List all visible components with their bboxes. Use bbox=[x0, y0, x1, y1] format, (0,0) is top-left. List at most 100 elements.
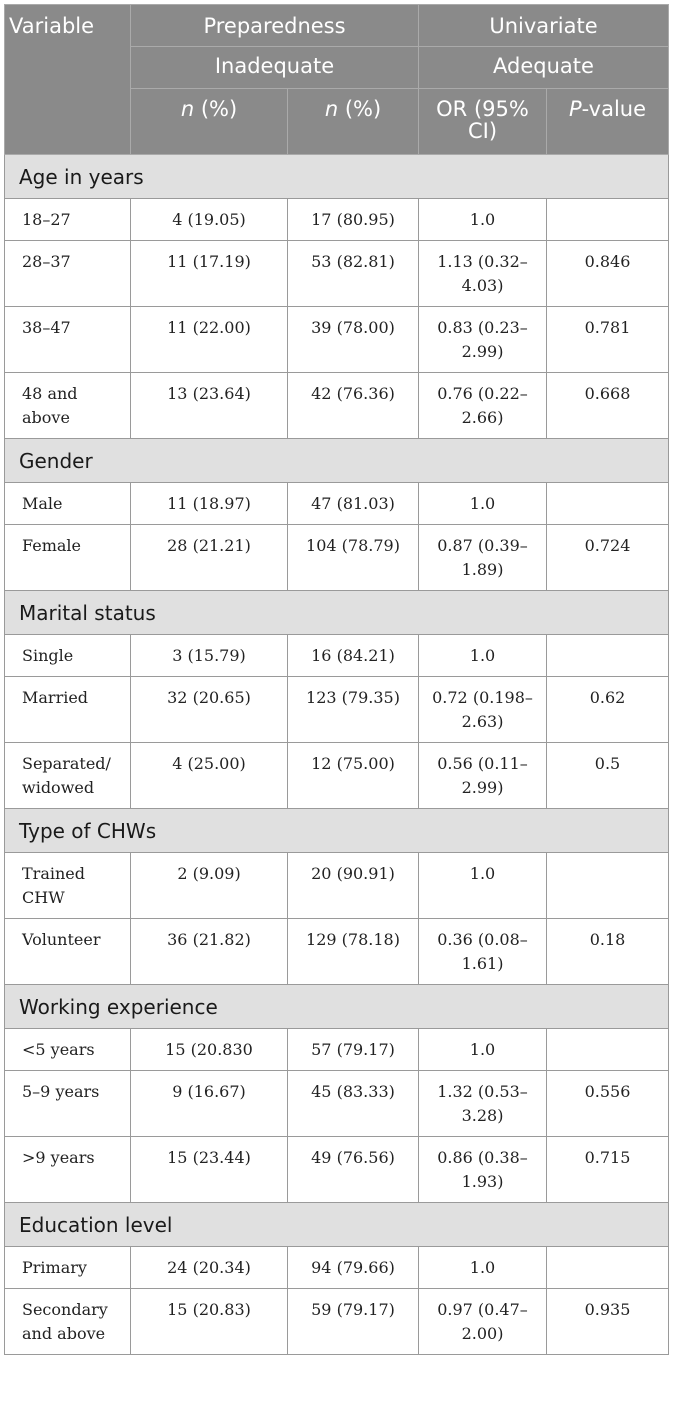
cell-inadequate: 15 (20.830 bbox=[130, 1028, 288, 1071]
cell-label: >9 years bbox=[4, 1136, 131, 1203]
cell-label: 38–47 bbox=[4, 306, 131, 373]
cell-odds-ratio: 1.32 (0.53–3.28) bbox=[418, 1070, 547, 1137]
cell-odds-ratio: 0.56 (0.11–2.99) bbox=[418, 742, 547, 809]
section-title: Age in years bbox=[4, 154, 669, 199]
cell-p-value: 0.846 bbox=[546, 240, 669, 307]
cell-label: Married bbox=[4, 676, 131, 743]
cell-p-value: 0.668 bbox=[546, 372, 669, 439]
cell-inadequate: 36 (21.82) bbox=[130, 918, 288, 985]
table-row: Trained CHW 2 (9.09) 20 (90.91) 1.0 bbox=[4, 852, 669, 919]
table-row: Single 3 (15.79) 16 (84.21) 1.0 bbox=[4, 634, 669, 677]
cell-p-value: 0.715 bbox=[546, 1136, 669, 1203]
table-row: Volunteer 36 (21.82) 129 (78.18) 0.36 (0.08… bbox=[4, 918, 669, 985]
cell-odds-ratio: 1.0 bbox=[418, 198, 547, 241]
cell-adequate: 57 (79.17) bbox=[287, 1028, 419, 1071]
cell-inadequate: 4 (19.05) bbox=[130, 198, 288, 241]
cell-inadequate: 32 (20.65) bbox=[130, 676, 288, 743]
cell-p-value bbox=[546, 852, 669, 919]
table-row: 38–47 11 (22.00) 39 (78.00) 0.83 (0.23–2.99… bbox=[4, 306, 669, 373]
cell-p-value: 0.62 bbox=[546, 676, 669, 743]
cell-p-value bbox=[546, 1028, 669, 1071]
cell-adequate: 104 (78.79) bbox=[287, 524, 419, 591]
cell-adequate: 45 (83.33) bbox=[287, 1070, 419, 1137]
cell-odds-ratio: 1.0 bbox=[418, 852, 547, 919]
cell-inadequate: 4 (25.00) bbox=[130, 742, 288, 809]
section-row: Marital status bbox=[4, 590, 669, 635]
table-row: Female 28 (21.21) 104 (78.79) 0.87 (0.39–1.… bbox=[4, 524, 669, 591]
header-percent-symbol: (%) bbox=[200, 97, 238, 121]
cell-adequate: 42 (76.36) bbox=[287, 372, 419, 439]
table-row: Male 11 (18.97) 47 (81.03) 1.0 bbox=[4, 482, 669, 525]
section-row: Age in years bbox=[4, 154, 669, 199]
cell-label: 5–9 years bbox=[4, 1070, 131, 1137]
table-row: Primary 24 (20.34) 94 (79.66) 1.0 bbox=[4, 1246, 669, 1289]
cell-odds-ratio: 0.87 (0.39–1.89) bbox=[418, 524, 547, 591]
header-or-ci: OR (95% CI) bbox=[418, 88, 547, 155]
cell-label: Primary bbox=[4, 1246, 131, 1289]
cell-inadequate: 28 (21.21) bbox=[130, 524, 288, 591]
header-n-percent-inadequate: n (%) bbox=[130, 88, 288, 155]
cell-p-value: 0.18 bbox=[546, 918, 669, 985]
section-title: Working experience bbox=[4, 984, 669, 1029]
table-row: 5–9 years 9 (16.67) 45 (83.33) 1.32 (0.53–3… bbox=[4, 1070, 669, 1137]
cell-inadequate: 11 (22.00) bbox=[130, 306, 288, 373]
section-row: Education level bbox=[4, 1202, 669, 1247]
section-title: Education level bbox=[4, 1202, 669, 1247]
cell-inadequate: 15 (20.83) bbox=[130, 1288, 288, 1355]
table-body: Age in years 18–27 4 (19.05) 17 (80.95) 1.0 2… bbox=[4, 154, 669, 1355]
table-row: >9 years 15 (23.44) 49 (76.56) 0.86 (0.38–1… bbox=[4, 1136, 669, 1203]
cell-adequate: 39 (78.00) bbox=[287, 306, 419, 373]
table-header: Variable Preparedness Univariate Inadequ… bbox=[4, 4, 669, 155]
cell-inadequate: 11 (17.19) bbox=[130, 240, 288, 307]
cell-label: 28–37 bbox=[4, 240, 131, 307]
cell-inadequate: 9 (16.67) bbox=[130, 1070, 288, 1137]
header-p-suffix: -value bbox=[581, 97, 647, 121]
section-title: Gender bbox=[4, 438, 669, 483]
section-row: Gender bbox=[4, 438, 669, 483]
header-variable: Variable bbox=[4, 4, 131, 155]
cell-adequate: 49 (76.56) bbox=[287, 1136, 419, 1203]
cell-adequate: 17 (80.95) bbox=[287, 198, 419, 241]
cell-odds-ratio: 1.0 bbox=[418, 1246, 547, 1289]
cell-adequate: 53 (82.81) bbox=[287, 240, 419, 307]
cell-label: Trained CHW bbox=[4, 852, 131, 919]
cell-adequate: 129 (78.18) bbox=[287, 918, 419, 985]
cell-p-value bbox=[546, 1246, 669, 1289]
table-row: <5 years 15 (20.830 57 (79.17) 1.0 bbox=[4, 1028, 669, 1071]
table-row: Separated/ widowed 4 (25.00) 12 (75.00) 0.5… bbox=[4, 742, 669, 809]
table-row: 18–27 4 (19.05) 17 (80.95) 1.0 bbox=[4, 198, 669, 241]
header-n-symbol: n bbox=[180, 97, 195, 121]
cell-odds-ratio: 0.76 (0.22–2.66) bbox=[418, 372, 547, 439]
cell-p-value: 0.724 bbox=[546, 524, 669, 591]
cell-odds-ratio: 0.83 (0.23–2.99) bbox=[418, 306, 547, 373]
header-percent-symbol: (%) bbox=[344, 97, 382, 121]
cell-inadequate: 2 (9.09) bbox=[130, 852, 288, 919]
cell-odds-ratio: 0.36 (0.08–1.61) bbox=[418, 918, 547, 985]
cell-label: Male bbox=[4, 482, 131, 525]
cell-label: Secondary and above bbox=[4, 1288, 131, 1355]
cell-adequate: 20 (90.91) bbox=[287, 852, 419, 919]
cell-adequate: 123 (79.35) bbox=[287, 676, 419, 743]
cell-odds-ratio: 1.0 bbox=[418, 482, 547, 525]
table-row: Married 32 (20.65) 123 (79.35) 0.72 (0.198–… bbox=[4, 676, 669, 743]
cell-p-value bbox=[546, 198, 669, 241]
cell-odds-ratio: 0.72 (0.198–2.63) bbox=[418, 676, 547, 743]
cell-p-value: 0.556 bbox=[546, 1070, 669, 1137]
cell-p-value: 0.781 bbox=[546, 306, 669, 373]
header-preparedness: Preparedness bbox=[130, 4, 419, 47]
cell-p-value bbox=[546, 634, 669, 677]
header-inadequate: Inadequate bbox=[130, 46, 419, 89]
results-table: Variable Preparedness Univariate Inadequ… bbox=[4, 4, 669, 1355]
table-row: Secondary and above 15 (20.83) 59 (79.17) 0… bbox=[4, 1288, 669, 1355]
cell-inadequate: 13 (23.64) bbox=[130, 372, 288, 439]
table-row: 48 and above 13 (23.64) 42 (76.36) 0.76 (0.… bbox=[4, 372, 669, 439]
cell-adequate: 94 (79.66) bbox=[287, 1246, 419, 1289]
cell-label: 48 and above bbox=[4, 372, 131, 439]
section-row: Type of CHWs bbox=[4, 808, 669, 853]
cell-label: Separated/ widowed bbox=[4, 742, 131, 809]
header-univariate: Univariate bbox=[418, 4, 669, 47]
cell-odds-ratio: 0.97 (0.47–2.00) bbox=[418, 1288, 547, 1355]
cell-inadequate: 15 (23.44) bbox=[130, 1136, 288, 1203]
cell-label: Female bbox=[4, 524, 131, 591]
section-title: Marital status bbox=[4, 590, 669, 635]
